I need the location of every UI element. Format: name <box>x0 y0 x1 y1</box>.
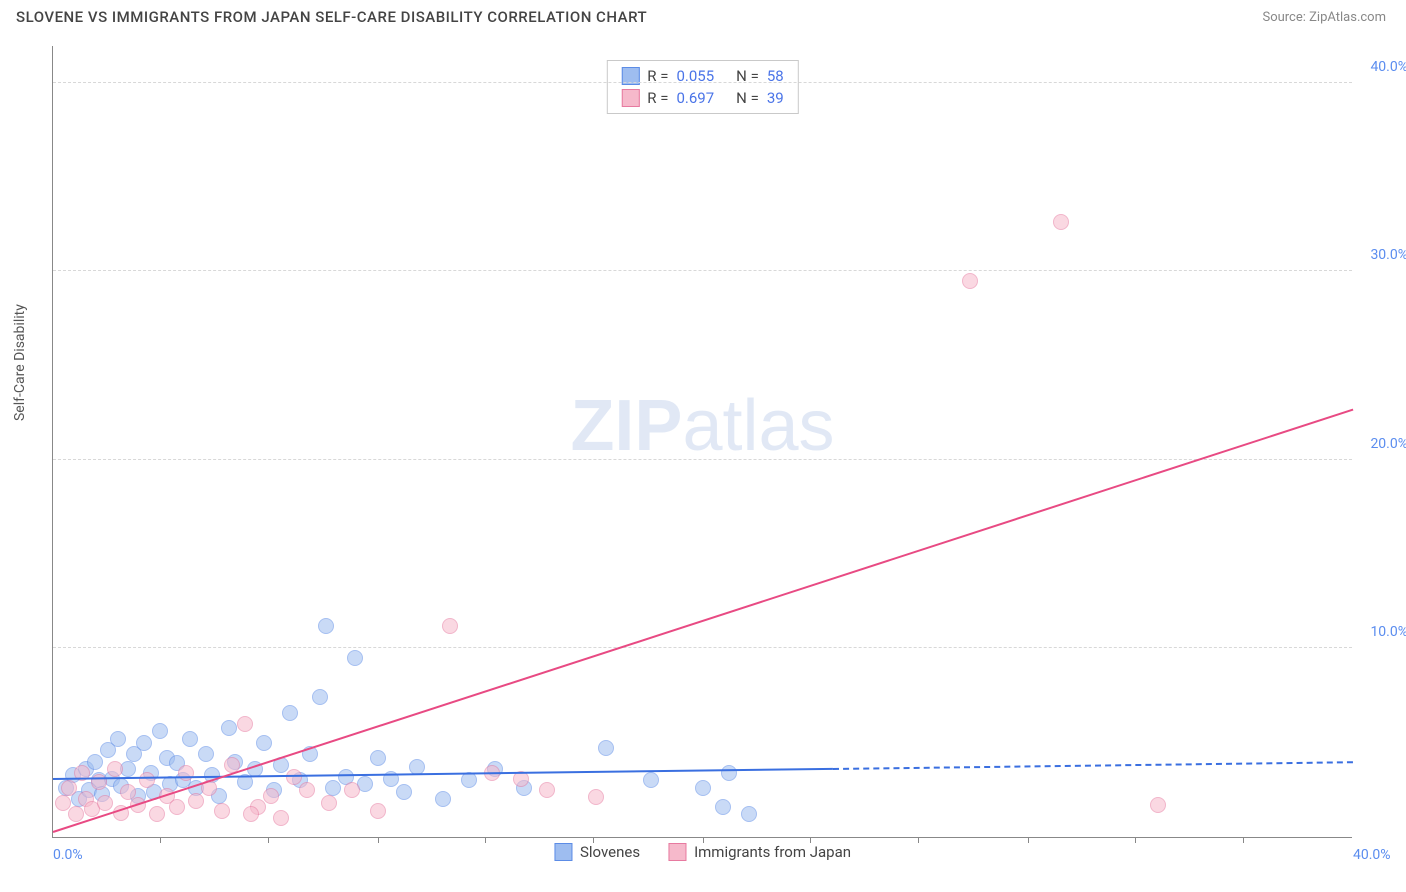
scatter-point <box>107 761 123 777</box>
scatter-point <box>182 731 198 747</box>
gridline <box>53 270 1352 271</box>
scatter-point <box>370 803 386 819</box>
scatter-point <box>325 780 341 796</box>
scatter-point <box>136 735 152 751</box>
y-tick-label: 30.0% <box>1370 247 1406 263</box>
scatter-point <box>588 789 604 805</box>
stat-legend-row: R =0.055N =58 <box>607 65 797 87</box>
gridline <box>53 647 1352 648</box>
scatter-point <box>152 723 168 739</box>
legend-swatch <box>554 843 572 861</box>
scatter-point <box>1150 797 1166 813</box>
scatter-point <box>273 810 289 826</box>
scatter-point <box>214 803 230 819</box>
scatter-point <box>87 754 103 770</box>
legend-swatch <box>668 843 686 861</box>
scatter-point <box>178 765 194 781</box>
scatter-point <box>695 780 711 796</box>
stat-r-value: 0.697 <box>676 89 714 107</box>
plot-region: ZIPatlas R =0.055N =58R =0.697N =39 Slov… <box>52 46 1352 838</box>
scatter-point <box>318 618 334 634</box>
scatter-point <box>370 750 386 766</box>
trend-line <box>833 761 1353 770</box>
scatter-point <box>221 720 237 736</box>
x-tick <box>593 837 594 843</box>
gridline <box>53 459 1352 460</box>
x-tick <box>485 837 486 843</box>
scatter-point <box>188 793 204 809</box>
x-tick <box>1135 837 1136 843</box>
scatter-point <box>396 784 412 800</box>
scatter-point <box>461 772 477 788</box>
scatter-point <box>68 806 84 822</box>
y-tick-label: 20.0% <box>1370 436 1406 452</box>
stat-n-label: N = <box>736 89 759 107</box>
y-tick-label: 10.0% <box>1370 624 1406 640</box>
x-tick <box>160 837 161 843</box>
scatter-point <box>139 772 155 788</box>
y-tick-label: 40.0% <box>1370 59 1406 75</box>
legend-item: Immigrants from Japan <box>668 843 851 861</box>
scatter-point <box>435 791 451 807</box>
scatter-point <box>198 746 214 762</box>
scatter-point <box>282 705 298 721</box>
scatter-point <box>347 650 363 666</box>
x-tick <box>378 837 379 843</box>
scatter-point <box>237 716 253 732</box>
scatter-point <box>344 782 360 798</box>
legend-item: Slovenes <box>554 843 640 861</box>
y-axis-label: Self-Care Disability <box>12 304 28 421</box>
scatter-point <box>256 735 272 751</box>
x-tick <box>268 837 269 843</box>
legend-label: Slovenes <box>580 843 640 861</box>
x-tick <box>1243 837 1244 843</box>
scatter-point <box>61 780 77 796</box>
legend-swatch <box>621 89 639 107</box>
scatter-point <box>149 806 165 822</box>
scatter-point <box>110 731 126 747</box>
scatter-point <box>263 788 279 804</box>
x-tick-label: 0.0% <box>53 847 83 863</box>
scatter-point <box>243 806 259 822</box>
scatter-point <box>321 795 337 811</box>
source-label: Source: ZipAtlas.com <box>1262 10 1386 25</box>
header: SLOVENE VS IMMIGRANTS FROM JAPAN SELF-CA… <box>0 0 1406 30</box>
scatter-point <box>741 806 757 822</box>
watermark: ZIPatlas <box>570 385 834 467</box>
scatter-point <box>962 273 978 289</box>
scatter-point <box>598 740 614 756</box>
chart-title: SLOVENE VS IMMIGRANTS FROM JAPAN SELF-CA… <box>16 8 647 26</box>
scatter-point <box>539 782 555 798</box>
stat-legend-row: R = 0.697 N = 39 <box>607 87 797 109</box>
stat-n-value: 39 <box>767 89 784 107</box>
scatter-point <box>97 795 113 811</box>
scatter-point <box>442 618 458 634</box>
scatter-point <box>299 782 315 798</box>
gridline <box>53 82 1352 83</box>
chart-area: Self-Care Disability ZIPatlas R =0.055N … <box>16 36 1390 886</box>
stat-legend: R =0.055N =58 R = 0.697 N = 39 <box>606 60 798 114</box>
x-tick <box>810 837 811 843</box>
scatter-point <box>312 689 328 705</box>
bottom-legend: Slovenes Immigrants from Japan <box>554 843 851 861</box>
scatter-point <box>721 765 737 781</box>
scatter-point <box>715 799 731 815</box>
scatter-point <box>169 799 185 815</box>
x-tick <box>703 837 704 843</box>
legend-label: Immigrants from Japan <box>694 843 851 861</box>
x-tick <box>1028 837 1029 843</box>
scatter-point <box>1053 214 1069 230</box>
scatter-point <box>643 772 659 788</box>
x-tick <box>918 837 919 843</box>
stat-r-label: R = <box>647 89 668 107</box>
